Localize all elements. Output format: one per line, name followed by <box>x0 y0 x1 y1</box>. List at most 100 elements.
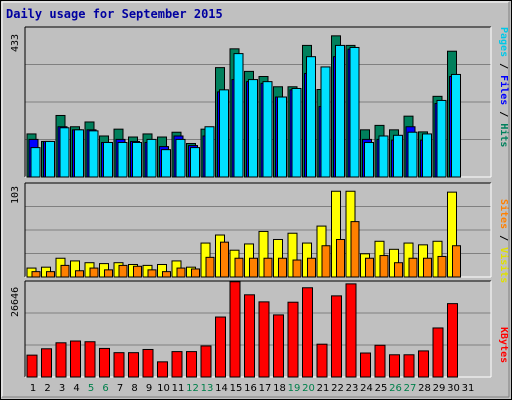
bar-pages <box>204 126 215 178</box>
day-label: 14 <box>215 383 228 394</box>
day-label: 3 <box>58 383 66 394</box>
day-label: 4 <box>73 383 80 394</box>
bar-kbytes <box>345 283 357 378</box>
bar-kbytes <box>99 347 110 378</box>
day-label: 6 <box>102 383 109 394</box>
day-label: 9 <box>145 383 153 394</box>
bar-sites <box>133 265 142 278</box>
day-label: 16 <box>244 383 257 394</box>
bar-sites <box>423 257 432 278</box>
bar-kbytes <box>389 354 400 378</box>
bar-kbytes <box>157 361 168 378</box>
bar-kbytes <box>55 342 67 378</box>
bar-kbytes <box>84 341 96 378</box>
day-label: 23 <box>345 383 359 394</box>
day-label: 10 <box>157 383 170 394</box>
day-label: 31 <box>461 383 475 394</box>
bar-pages <box>132 141 142 178</box>
bar-sites <box>278 257 287 278</box>
bar-sites <box>89 267 99 278</box>
bar-pages <box>74 129 84 178</box>
bar-sites <box>104 269 113 278</box>
bar-kbytes <box>302 287 313 378</box>
day-label: 29 <box>432 383 446 394</box>
bar-kbytes <box>403 354 415 378</box>
bar-sites <box>365 257 374 278</box>
bar-kbytes <box>316 343 328 378</box>
day-label: 17 <box>258 383 272 394</box>
day-label: 22 <box>331 383 344 394</box>
chart-title: Daily usage for September 2015 <box>6 7 223 21</box>
bar-pages <box>364 141 374 178</box>
bar-kbytes <box>287 301 299 378</box>
bar-kbytes <box>41 348 52 378</box>
bar-kbytes <box>244 294 255 378</box>
bar-sites <box>452 245 461 278</box>
day-label: 8 <box>131 383 138 394</box>
day-label: 19 <box>287 383 301 394</box>
bar-pages <box>233 53 244 178</box>
bar-sites <box>408 257 418 278</box>
bar-sites <box>249 257 258 278</box>
bar-sites <box>162 271 171 278</box>
bar-sites <box>205 256 215 278</box>
bar-pages <box>30 147 41 178</box>
day-label: 25 <box>374 383 388 394</box>
bar-sites <box>220 241 229 278</box>
bar-pages <box>88 130 99 178</box>
bar-sites <box>350 221 360 278</box>
bar-pages <box>291 87 302 178</box>
day-label: 20 <box>302 383 315 394</box>
bar-kbytes <box>186 351 197 378</box>
bar-sites <box>147 269 157 278</box>
bar-kbytes <box>215 316 226 378</box>
bar-kbytes <box>331 295 342 378</box>
bar-pages <box>248 79 258 178</box>
bar-pages <box>219 89 229 178</box>
day-label: 21 <box>316 383 330 394</box>
bar-pages <box>103 141 113 178</box>
bar-sites <box>437 255 447 278</box>
bar-sites <box>191 268 200 278</box>
bar-pages <box>190 147 200 178</box>
bar-sites <box>336 238 345 278</box>
bar-kbytes <box>113 352 125 378</box>
bar-pages <box>262 81 273 178</box>
bar-sites <box>394 262 403 278</box>
day-label: 15 <box>229 383 243 394</box>
bar-sites <box>60 264 70 278</box>
bar-kbytes <box>70 340 81 378</box>
bar-kbytes <box>171 351 183 378</box>
day-label: 18 <box>273 383 286 394</box>
bar-kbytes <box>26 354 38 378</box>
bar-kbytes <box>258 301 270 378</box>
bar-sites <box>292 259 302 278</box>
bar-kbytes <box>432 327 444 378</box>
bar-sites <box>263 257 273 278</box>
day-label: 7 <box>116 383 124 394</box>
bar-pages <box>407 131 418 178</box>
day-label: 2 <box>44 383 51 394</box>
bar-pages <box>175 138 186 178</box>
bar-pages <box>161 149 171 178</box>
day-label: 12 <box>186 383 199 394</box>
bar-sites <box>176 267 186 278</box>
bar-pages <box>335 44 345 178</box>
day-label: 24 <box>360 383 373 394</box>
bar-pages <box>117 141 128 178</box>
bar-pages <box>378 135 389 178</box>
bar-sites <box>75 270 84 278</box>
day-label: 27 <box>403 383 417 394</box>
bar-pages <box>451 73 461 178</box>
bar-sites <box>234 257 244 278</box>
day-label: 30 <box>447 383 460 394</box>
day-label: 28 <box>418 383 431 394</box>
bar-kbytes <box>273 314 284 378</box>
day-label: 26 <box>389 383 402 394</box>
bar-pages <box>59 127 70 178</box>
bar-pages <box>146 138 157 178</box>
bar-kbytes <box>360 352 371 378</box>
bar-kbytes <box>142 348 154 378</box>
bar-pages <box>277 96 287 178</box>
bar-sites <box>31 271 41 278</box>
